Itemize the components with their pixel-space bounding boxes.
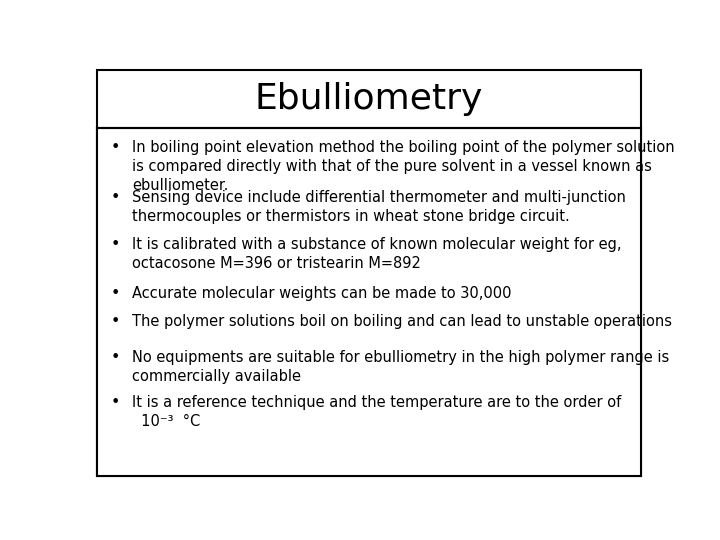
Text: •: • (110, 395, 120, 410)
Text: Ebulliometry: Ebulliometry (255, 82, 483, 116)
Text: •: • (110, 190, 120, 205)
Text: 10⁻³  °C: 10⁻³ °C (132, 414, 200, 429)
Text: It is calibrated with a substance of known molecular weight for eg,
octacosone M: It is calibrated with a substance of kno… (132, 237, 621, 271)
Text: •: • (110, 140, 120, 154)
Text: •: • (110, 314, 120, 329)
Text: It is a reference technique and the temperature are to the order of: It is a reference technique and the temp… (132, 395, 621, 410)
Text: •: • (110, 349, 120, 364)
Text: Sensing device include differential thermometer and multi-junction
thermocouples: Sensing device include differential ther… (132, 190, 626, 224)
Text: The polymer solutions boil on boiling and can lead to unstable operations: The polymer solutions boil on boiling an… (132, 314, 672, 329)
Text: •: • (110, 237, 120, 252)
Bar (96, 128, 642, 476)
Text: In boiling point elevation method the boiling point of the polymer solution
is c: In boiling point elevation method the bo… (132, 140, 675, 193)
Text: Accurate molecular weights can be made to 30,000: Accurate molecular weights can be made t… (132, 286, 511, 301)
Text: •: • (110, 286, 120, 301)
Text: No equipments are suitable for ebulliometry in the high polymer range is
commerc: No equipments are suitable for ebulliome… (132, 349, 669, 384)
